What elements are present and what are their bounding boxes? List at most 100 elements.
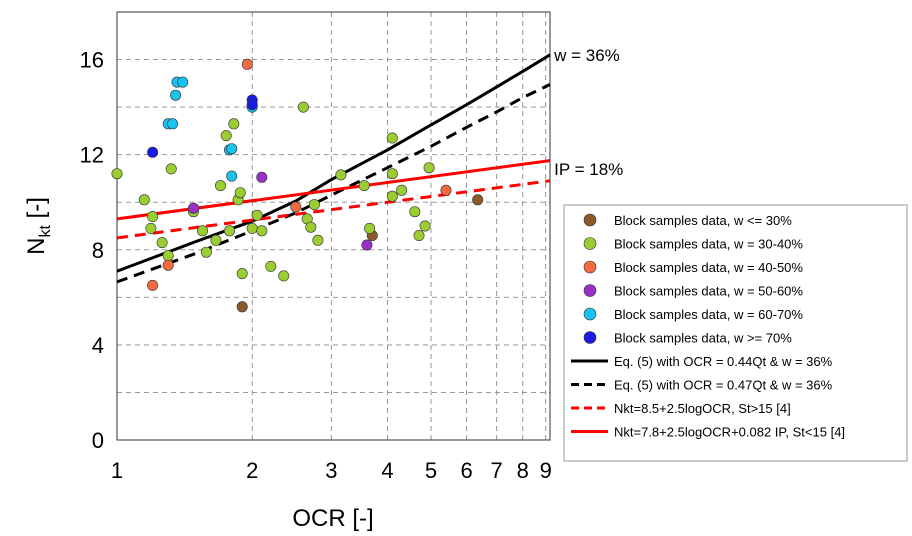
scatter-point-s1-38: [423, 162, 435, 174]
scatter-point-s1-32: [386, 168, 398, 180]
legend-label-6: Eq. (5) with OCR = 0.44Qt & w = 36%: [614, 354, 833, 369]
scatter-point-s1-25: [305, 221, 317, 233]
scatter-point-s4-6: [226, 143, 238, 155]
y-tick-label-4: 16: [80, 48, 104, 73]
grid: [117, 12, 550, 440]
line-series-group: [116, 53, 551, 284]
scatter-point-s2-3: [290, 201, 302, 213]
scatter-point-s2-4: [440, 184, 452, 196]
scatter-point-s1-26: [308, 199, 320, 211]
scatter-point-s1-33: [386, 190, 398, 202]
y-tick-label-1: 4: [92, 333, 104, 358]
scatter-point-s3-0: [188, 202, 200, 214]
scatter-point-s1-34: [396, 184, 408, 196]
scatter-point-s1-2: [147, 211, 159, 223]
legend-marker-4: [583, 307, 597, 321]
legend-marker-0: [583, 213, 597, 227]
scatter-point-s2-2: [241, 58, 253, 70]
scatter-point-s4-7: [226, 170, 238, 182]
legend-label-0: Block samples data, w <= 30%: [614, 213, 792, 228]
x-tick-label-5: 6: [460, 458, 472, 483]
scatter-point-s1-6: [165, 163, 177, 175]
legend-label-8: Nkt=8.5+2.5logOCR, St>15 [4]: [614, 401, 791, 416]
y-axis-title: Nkt [-]: [23, 197, 54, 255]
scatter-point-s4-1: [167, 118, 179, 130]
line-series-2: [116, 179, 551, 240]
scatter-point-s1-9: [200, 246, 212, 258]
annotation-w: w = 36%: [553, 46, 620, 65]
x-tick-label-2: 3: [325, 458, 337, 483]
scatter-point-s4-2: [170, 89, 182, 101]
scatter-point-s1-16: [234, 187, 246, 199]
legend-label-7: Eq. (5) with OCR = 0.47Qt & w = 36%: [614, 378, 833, 393]
scatter-point-s1-13: [224, 225, 236, 237]
legend-marker-2: [583, 260, 597, 274]
x-tick-label-4: 5: [425, 458, 437, 483]
x-tick-label-7: 8: [517, 458, 529, 483]
y-tick-label-0: 0: [92, 428, 104, 453]
scatter-point-s1-8: [197, 225, 209, 237]
legend-marker-1: [583, 237, 597, 250]
legend-marker-3: [583, 284, 597, 297]
legend-label-3: Block samples data, w = 50-60%: [614, 284, 803, 299]
annotation-ip: IP = 18%: [554, 160, 623, 179]
scatter-point-s1-17: [236, 268, 248, 280]
scatter-point-s1-4: [156, 237, 168, 249]
y-tick-label-2: 8: [92, 238, 104, 263]
scatter-point-s0-0: [236, 301, 248, 313]
scatter-point-s5-2: [246, 99, 258, 111]
scatter-point-s1-14: [228, 118, 240, 130]
scatter-point-s4-4: [177, 76, 189, 88]
scatter-point-s1-31: [386, 132, 398, 144]
scatter-point-s1-11: [215, 180, 227, 192]
legend-marker-5: [583, 331, 597, 344]
scatter-point-s1-20: [256, 225, 268, 237]
scatter-point-s1-29: [358, 180, 370, 192]
scatter-point-s1-35: [409, 206, 421, 218]
legend: Block samples data, w <= 30% Block sample…: [563, 204, 908, 462]
scatter-point-s1-18: [246, 222, 258, 234]
y-axis-title-sub: kt: [37, 225, 54, 238]
scatter-point-s1-3: [145, 222, 157, 234]
x-tick-label-0: 1: [111, 458, 123, 483]
line-series-1: [116, 83, 551, 284]
legend-box: [563, 204, 908, 462]
x-tick-label-3: 4: [381, 458, 393, 483]
plot-frame: [116, 11, 551, 441]
x-tick-label-6: 7: [491, 458, 503, 483]
scatter-point-s1-27: [312, 234, 324, 246]
x-tick-label-1: 2: [246, 458, 258, 483]
scatter-point-s3-1: [256, 171, 268, 183]
scatter-point-s1-10: [210, 234, 222, 246]
legend-label-1: Block samples data, w = 30-40%: [614, 237, 803, 252]
scatter-point-s3-2: [361, 239, 373, 251]
scatter-point-s1-19: [251, 209, 263, 221]
scatter-point-s1-30: [364, 222, 376, 234]
scatter-points-group: [111, 58, 484, 313]
x-tick-label-8: 9: [540, 458, 552, 483]
y-axis-title-main: N: [23, 238, 50, 255]
scatter-point-s1-22: [278, 270, 290, 282]
scatter-point-s1-37: [419, 220, 431, 232]
legend-label-5: Block samples data, w >= 70%: [614, 331, 792, 346]
scatter-point-s1-0: [111, 168, 123, 180]
scatter-point-s1-5: [162, 250, 174, 262]
scatter-point-s1-28: [335, 169, 347, 181]
scatter-point-s2-1: [162, 259, 174, 271]
x-axis-title: OCR [-]: [292, 505, 373, 532]
scatter-point-s1-23: [297, 101, 309, 113]
scatter-point-s1-12: [220, 130, 232, 142]
scatter-point-s1-1: [138, 194, 150, 206]
scatter-point-s0-2: [472, 194, 484, 206]
y-tick-label-3: 12: [80, 143, 104, 168]
scatter-point-s1-36: [413, 230, 425, 242]
scatter-point-s5-0: [147, 146, 159, 158]
scatter-point-s1-21: [265, 260, 277, 272]
scatter-point-s2-0: [147, 279, 159, 291]
legend-label-2: Block samples data, w = 40-50%: [614, 260, 803, 275]
legend-label-4: Block samples data, w = 60-70%: [614, 307, 803, 322]
legend-label-9: Nkt=7.8+2.5logOCR+0.082 IP, St<15 [4]: [614, 425, 845, 440]
y-axis-title-suffix: [-]: [23, 197, 50, 225]
